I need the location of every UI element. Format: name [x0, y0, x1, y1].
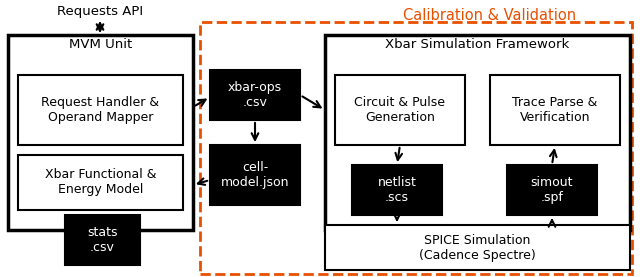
- Text: Requests API: Requests API: [57, 5, 143, 18]
- FancyBboxPatch shape: [18, 75, 183, 145]
- FancyBboxPatch shape: [65, 215, 140, 265]
- Text: MVM Unit: MVM Unit: [69, 38, 132, 51]
- Text: SPICE Simulation
(Cadence Spectre): SPICE Simulation (Cadence Spectre): [419, 234, 536, 261]
- FancyBboxPatch shape: [325, 225, 630, 270]
- FancyBboxPatch shape: [210, 70, 300, 120]
- FancyBboxPatch shape: [8, 35, 193, 230]
- FancyBboxPatch shape: [352, 165, 442, 215]
- Text: Request Handler &
Operand Mapper: Request Handler & Operand Mapper: [42, 96, 159, 124]
- FancyBboxPatch shape: [210, 145, 300, 205]
- Text: Circuit & Pulse
Generation: Circuit & Pulse Generation: [355, 96, 445, 124]
- Text: Trace Parse &
Verification: Trace Parse & Verification: [512, 96, 598, 124]
- FancyBboxPatch shape: [507, 165, 597, 215]
- Text: stats
.csv: stats .csv: [87, 226, 118, 254]
- Text: Calibration & Validation: Calibration & Validation: [403, 8, 577, 23]
- FancyBboxPatch shape: [490, 75, 620, 145]
- Text: simout
.spf: simout .spf: [531, 176, 573, 204]
- FancyBboxPatch shape: [18, 155, 183, 210]
- Text: Xbar Simulation Framework: Xbar Simulation Framework: [385, 38, 570, 51]
- Text: netlist
.scs: netlist .scs: [378, 176, 417, 204]
- Text: cell-
model.json: cell- model.json: [221, 161, 289, 189]
- FancyBboxPatch shape: [325, 35, 630, 230]
- Text: Xbar Functional &
Energy Model: Xbar Functional & Energy Model: [45, 168, 156, 196]
- Text: xbar-ops
.csv: xbar-ops .csv: [228, 81, 282, 109]
- FancyBboxPatch shape: [335, 75, 465, 145]
